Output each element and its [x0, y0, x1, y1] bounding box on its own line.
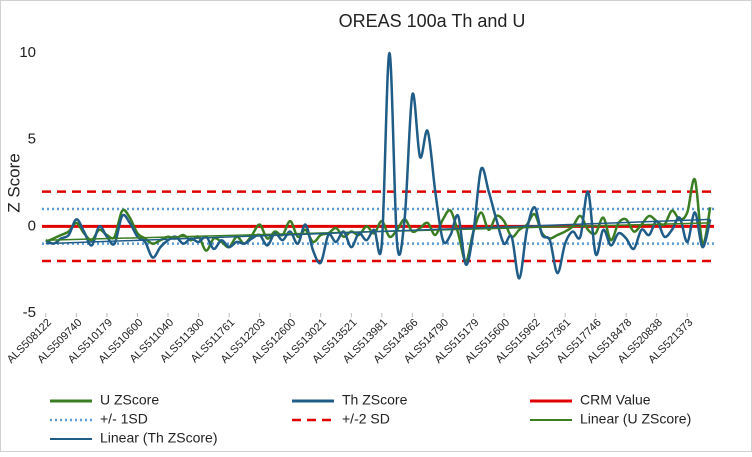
y-tick-label: -5	[23, 304, 36, 321]
legend-label: Linear (Th ZScore)	[100, 430, 217, 446]
chart-title: OREAS 100a Th and U	[339, 11, 526, 31]
legend-label: +/-2 SD	[342, 411, 390, 427]
legend-label: +/- 1SD	[100, 411, 148, 427]
y-axis-label: Z Score	[4, 153, 23, 213]
legend-label: Linear (U ZScore)	[580, 411, 691, 427]
legend-label: U ZScore	[100, 392, 159, 408]
data-line	[45, 177, 712, 263]
legend-label: CRM Value	[580, 392, 651, 408]
y-tick-label: 10	[19, 44, 36, 61]
y-tick-label: 0	[28, 217, 36, 234]
y-tick-label: 5	[28, 131, 36, 148]
legend-label: Th ZScore	[342, 392, 408, 408]
trend-line	[45, 218, 711, 245]
data-line	[45, 51, 712, 280]
